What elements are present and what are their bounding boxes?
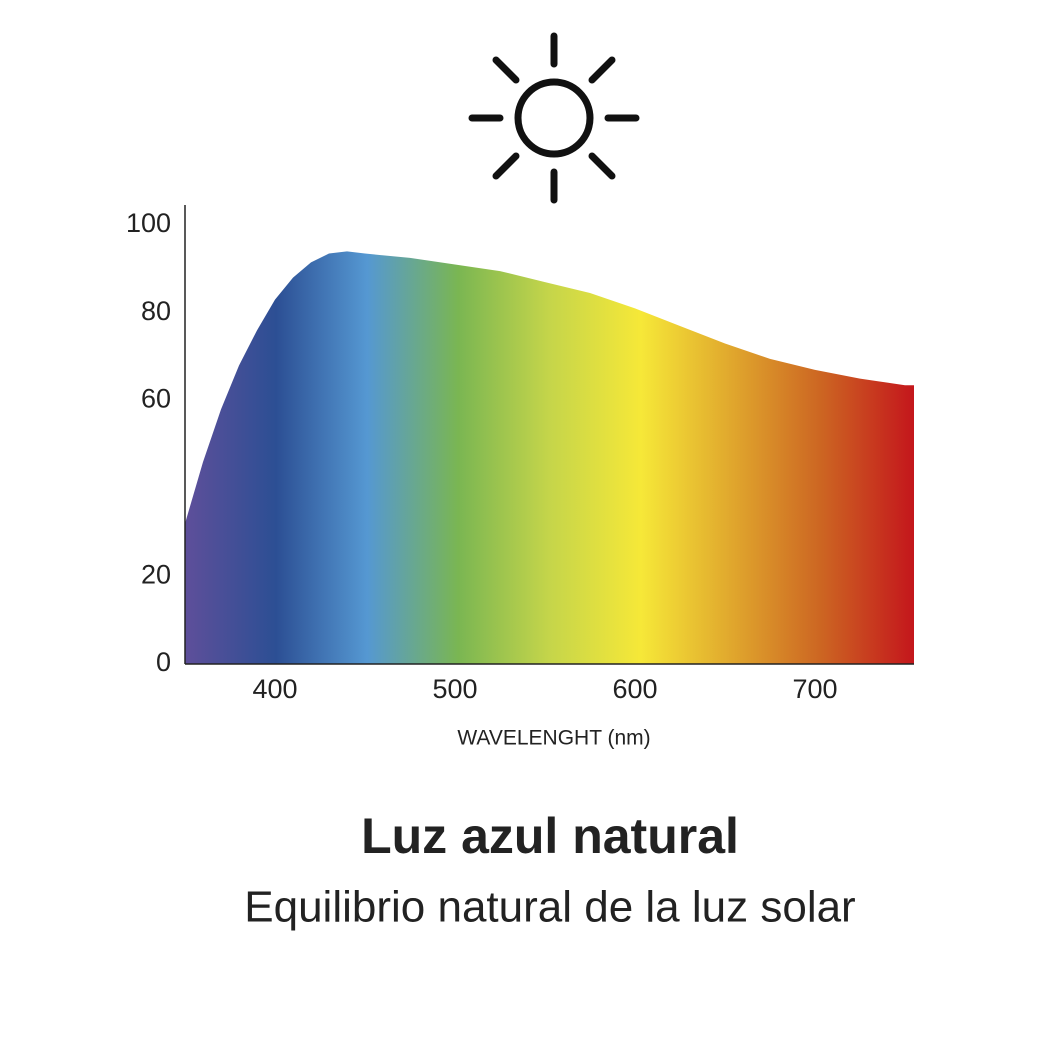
x-axis-label: WAVELENGHT (nm)	[457, 727, 650, 750]
subtitle: Equilibrio natural de la luz solar	[244, 883, 855, 932]
x-tick-label: 500	[432, 674, 477, 704]
x-tick-label: 600	[612, 674, 657, 704]
y-tick-label: 0	[156, 647, 171, 677]
y-tick-label: 20	[141, 559, 171, 589]
sun-icon	[468, 32, 640, 204]
spectrum-area	[185, 251, 914, 664]
title: Luz azul natural	[361, 808, 739, 864]
y-tick-label: 100	[126, 208, 171, 238]
y-tick-label: 80	[141, 296, 171, 326]
y-tick-label: 60	[141, 384, 171, 414]
x-tick-label: 700	[792, 674, 837, 704]
x-tick-label: 400	[252, 674, 297, 704]
